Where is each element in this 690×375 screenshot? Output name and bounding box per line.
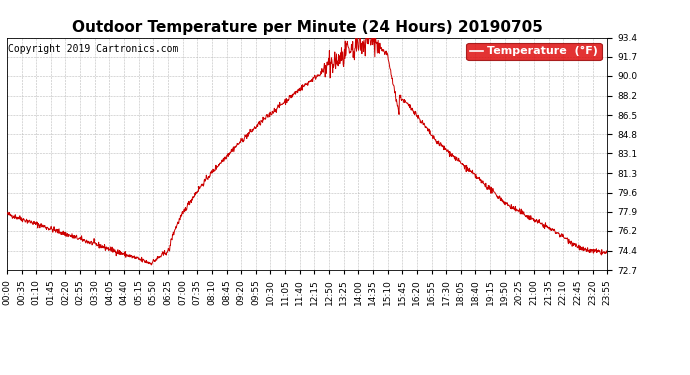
Legend: Temperature  (°F): Temperature (°F) <box>466 43 602 60</box>
Text: Copyright 2019 Cartronics.com: Copyright 2019 Cartronics.com <box>8 45 178 54</box>
Title: Outdoor Temperature per Minute (24 Hours) 20190705: Outdoor Temperature per Minute (24 Hours… <box>72 20 542 35</box>
